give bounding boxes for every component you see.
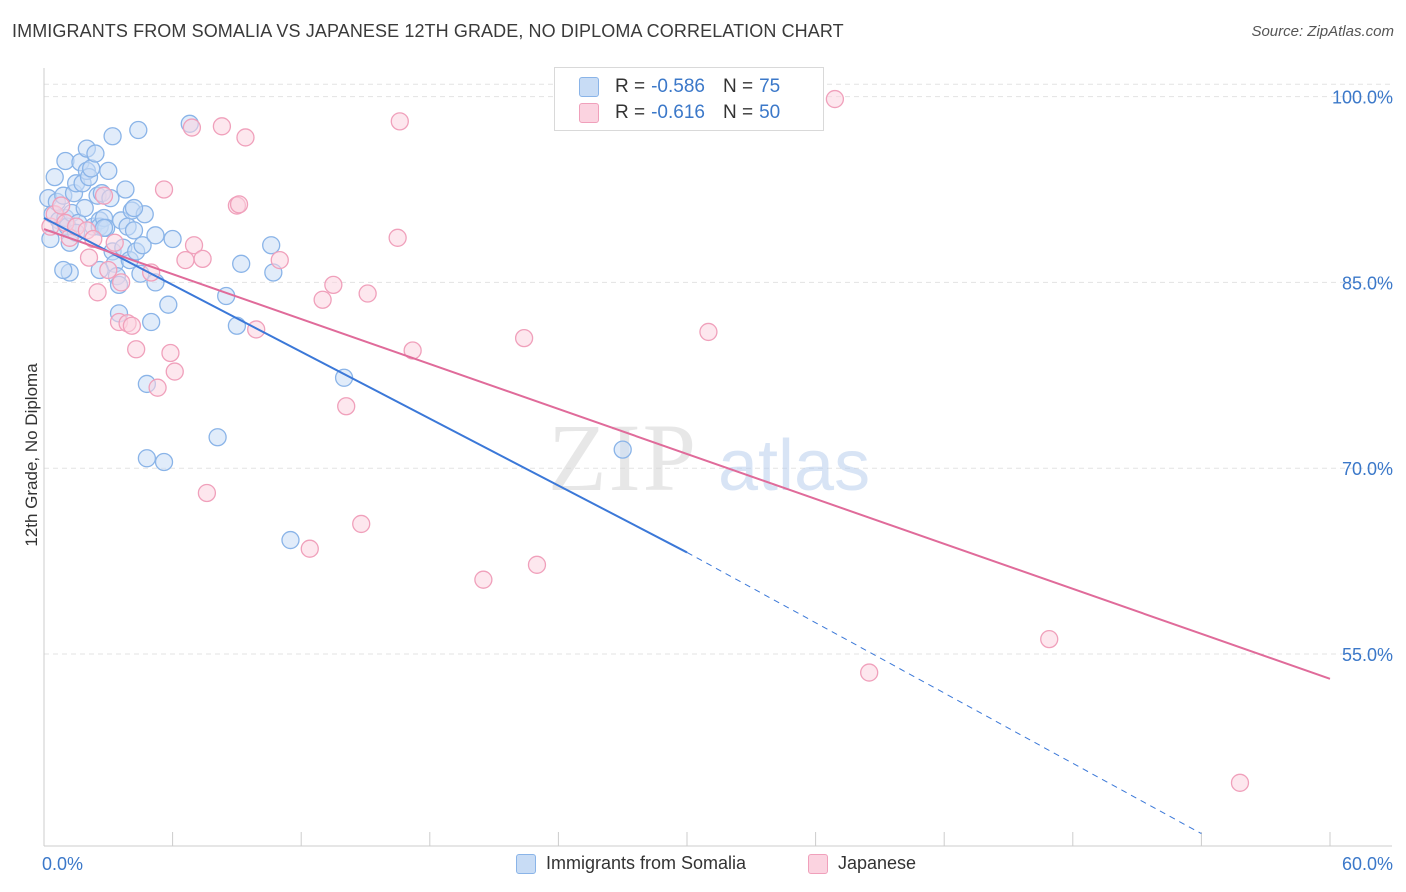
- legend-n-label: N =: [722, 76, 754, 97]
- legend-swatch-japanese: [579, 103, 599, 123]
- data-point: [154, 452, 174, 472]
- data-point: [1040, 629, 1059, 649]
- data-point: [154, 180, 174, 199]
- y-tick-label: 100.0%: [1332, 88, 1393, 108]
- data-point: [116, 180, 135, 199]
- legend-swatch-somalia: [579, 77, 599, 97]
- legend-row-japanese: R = -0.616 N = 50: [579, 101, 780, 125]
- legend-r-label: R =: [615, 76, 646, 97]
- gridlines: [44, 83, 1392, 655]
- data-point: [79, 248, 99, 267]
- data-point: [388, 228, 407, 247]
- trend-line-somalia: [43, 217, 688, 554]
- data-point: [197, 483, 217, 503]
- data-point: [184, 236, 204, 255]
- data-point: [94, 186, 114, 205]
- data-point: [137, 449, 157, 468]
- data-point: [324, 275, 343, 295]
- bottom-legend-somalia: Immigrants from Somalia: [516, 853, 746, 874]
- data-point: [474, 570, 493, 589]
- x-tick-label: 60.0%: [1342, 854, 1393, 874]
- data-point: [613, 440, 632, 459]
- legend-n-value: 50: [759, 102, 781, 123]
- data-point: [390, 112, 409, 131]
- chart-title: IMMIGRANTS FROM SOMALIA VS JAPANESE 12TH…: [12, 21, 844, 41]
- data-point: [300, 539, 319, 558]
- data-point: [176, 250, 195, 270]
- data-point: [208, 428, 227, 447]
- data-point: [232, 254, 251, 273]
- data-point: [45, 167, 64, 187]
- data-point: [227, 316, 247, 335]
- bottom-legend-label-japanese: Japanese: [838, 853, 917, 873]
- x-tick-labels: 0.0% 60.0%: [42, 854, 1393, 874]
- trend-lines: [43, 217, 1331, 835]
- data-point: [99, 161, 118, 181]
- data-point: [148, 378, 167, 397]
- data-point: [193, 249, 212, 269]
- y-tick-label: 85.0%: [1342, 273, 1393, 293]
- trend-line-somalia-extension: [686, 551, 1202, 835]
- data-point: [146, 226, 165, 245]
- data-point: [129, 120, 148, 140]
- data-point: [212, 117, 232, 136]
- data-point: [165, 362, 184, 381]
- legend-n-label: N =: [722, 102, 754, 123]
- data-point: [122, 316, 142, 335]
- data-point: [75, 198, 94, 218]
- data-point: [103, 127, 122, 146]
- data-point: [699, 322, 718, 342]
- x-tick-label: 0.0%: [42, 854, 83, 874]
- data-point: [182, 118, 202, 137]
- data-point: [133, 236, 152, 255]
- data-point: [262, 236, 281, 255]
- y-tick-label: 70.0%: [1342, 459, 1393, 479]
- data-point: [54, 260, 73, 280]
- trend-line-japanese: [43, 228, 1331, 680]
- data-point: [313, 290, 332, 309]
- legend-r-label: R =: [615, 102, 646, 123]
- data-point: [161, 343, 180, 363]
- data-point: [51, 196, 71, 215]
- y-axis-label: 12th Grade, No Diploma: [22, 363, 41, 547]
- data-point: [159, 295, 178, 314]
- data-point: [337, 397, 356, 416]
- data-point: [514, 328, 534, 348]
- y-tick-labels: 100.0% 85.0% 70.0% 55.0%: [1332, 88, 1393, 665]
- legend-r-value: -0.586: [651, 76, 705, 97]
- data-point: [527, 555, 547, 574]
- data-point: [86, 144, 105, 163]
- data-point: [229, 195, 249, 214]
- bottom-legend-swatch-somalia: [516, 853, 536, 874]
- data-point: [124, 198, 144, 218]
- bottom-legend-label-somalia: Immigrants from Somalia: [546, 853, 747, 873]
- correlation-legend: R = -0.586 N = 75 R = -0.616 N = 50: [554, 67, 824, 131]
- data-point: [105, 233, 124, 252]
- source-label: Source: ZipAtlas.com: [1251, 23, 1394, 40]
- data-point: [270, 250, 289, 270]
- data-point: [236, 128, 255, 147]
- legend-row-somalia: R = -0.586 N = 75: [579, 75, 780, 99]
- data-point: [163, 229, 182, 249]
- data-point: [99, 260, 118, 280]
- bottom-legend-japanese: Japanese: [808, 853, 916, 874]
- data-point: [352, 514, 371, 534]
- series-japanese: [41, 89, 1250, 792]
- y-tick-label: 55.0%: [1342, 645, 1393, 665]
- legend-r-value: -0.616: [651, 102, 705, 123]
- data-point: [88, 283, 107, 302]
- data-point: [142, 312, 161, 332]
- data-point: [1230, 773, 1250, 792]
- data-point: [112, 273, 131, 292]
- bottom-legend-swatch-japanese: [808, 853, 828, 874]
- data-point: [127, 340, 146, 359]
- data-point: [124, 221, 144, 240]
- data-point: [281, 530, 300, 550]
- legend-n-value: 75: [759, 76, 781, 97]
- watermark-atlas: atlas: [718, 426, 870, 506]
- data-point: [358, 284, 377, 303]
- data-point: [860, 663, 879, 682]
- data-point: [825, 89, 845, 109]
